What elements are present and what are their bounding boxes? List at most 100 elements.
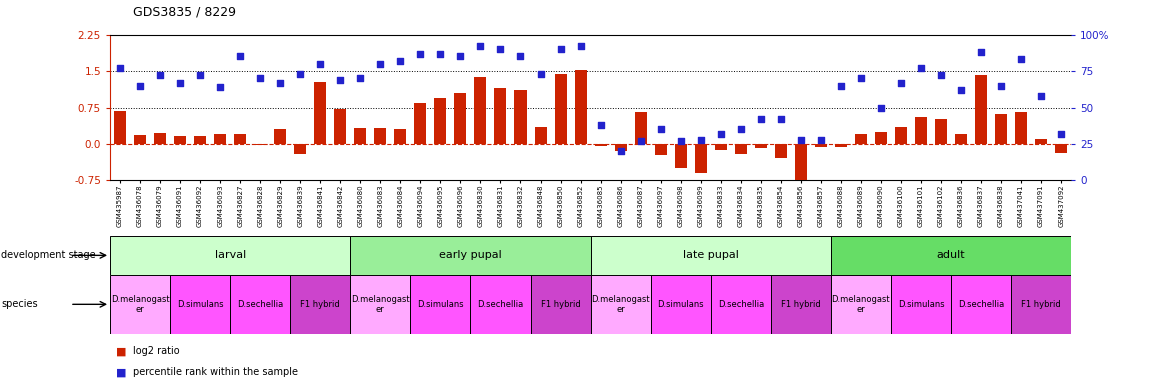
Bar (895, 127, 907, 144)
Bar (794, 144, 807, 185)
Point (652, 126, 670, 132)
Bar (374, 128, 387, 144)
Bar (350, 236, 591, 275)
Bar (335, 109, 346, 144)
Bar (615, 144, 626, 151)
Text: D.sechellia: D.sechellia (958, 300, 1004, 309)
Point (691, 137, 710, 143)
Bar (955, 134, 967, 144)
Bar (230, 275, 291, 334)
Text: F1 hybrid: F1 hybrid (541, 300, 580, 309)
Bar (113, 111, 126, 144)
Bar (574, 70, 587, 144)
Point (511, 53, 529, 60)
Bar (695, 144, 706, 173)
Point (171, 79, 190, 86)
Text: D.melanogast
er: D.melanogast er (111, 295, 169, 314)
Bar (875, 132, 887, 144)
Bar (214, 134, 226, 144)
Text: late pupal: late pupal (683, 250, 739, 260)
Point (291, 71, 309, 77)
Bar (831, 236, 1071, 275)
Point (752, 116, 770, 122)
Point (592, 122, 610, 128)
Point (932, 72, 951, 78)
Point (312, 61, 330, 67)
Point (371, 61, 389, 67)
Bar (494, 88, 506, 144)
Point (991, 83, 1010, 89)
Bar (1016, 112, 1027, 144)
Bar (1055, 144, 1068, 153)
Point (732, 126, 750, 132)
Point (452, 53, 470, 60)
Point (551, 46, 570, 52)
Bar (594, 144, 607, 146)
Bar (995, 114, 1007, 144)
Text: development stage: development stage (1, 250, 96, 260)
Bar (915, 117, 928, 144)
Point (792, 137, 811, 143)
Point (191, 72, 210, 78)
Text: F1 hybrid: F1 hybrid (780, 300, 821, 309)
Bar (891, 275, 951, 334)
Text: D.melanogast
er: D.melanogast er (351, 295, 410, 314)
Point (631, 138, 650, 144)
Bar (951, 275, 1011, 334)
Text: D.sechellia: D.sechellia (237, 300, 284, 309)
Bar (555, 74, 566, 144)
Point (230, 53, 249, 60)
Bar (454, 93, 467, 144)
Point (1012, 56, 1031, 63)
Text: GDS3835 / 8229: GDS3835 / 8229 (133, 5, 236, 18)
Text: D.sechellia: D.sechellia (718, 300, 764, 309)
Bar (771, 275, 831, 334)
Bar (350, 275, 410, 334)
Bar (434, 98, 446, 144)
Bar (591, 275, 651, 334)
Bar (935, 119, 947, 144)
Bar (530, 275, 591, 334)
Point (892, 79, 910, 86)
Point (151, 72, 169, 78)
Text: ■: ■ (116, 367, 126, 377)
Point (331, 77, 350, 83)
Text: species: species (1, 299, 38, 310)
Bar (415, 103, 426, 144)
Text: larval: larval (214, 250, 245, 260)
Bar (254, 144, 266, 145)
Bar (234, 134, 247, 144)
Point (851, 75, 870, 81)
Text: D.simulans: D.simulans (658, 300, 704, 309)
Point (771, 116, 790, 122)
Point (111, 65, 130, 71)
Bar (815, 144, 827, 147)
Text: percentile rank within the sample: percentile rank within the sample (133, 367, 298, 377)
Text: log2 ratio: log2 ratio (133, 346, 179, 356)
Bar (195, 136, 206, 144)
Point (611, 148, 630, 154)
Bar (475, 77, 486, 144)
Point (251, 75, 270, 81)
Bar (1035, 139, 1047, 144)
Bar (470, 275, 530, 334)
Text: early pupal: early pupal (439, 250, 501, 260)
Bar (410, 275, 470, 334)
Point (812, 137, 830, 143)
Bar (274, 129, 286, 144)
Point (972, 49, 990, 55)
Point (471, 43, 490, 49)
Point (571, 43, 589, 49)
Point (411, 50, 430, 56)
Point (491, 46, 510, 52)
Text: D.simulans: D.simulans (417, 300, 463, 309)
Text: D.simulans: D.simulans (177, 300, 223, 309)
Point (1032, 93, 1050, 99)
Text: F1 hybrid: F1 hybrid (300, 300, 340, 309)
Bar (714, 144, 727, 150)
Text: D.melanogast
er: D.melanogast er (831, 295, 891, 314)
Bar (651, 275, 711, 334)
Point (271, 79, 290, 86)
Point (831, 83, 850, 89)
Bar (154, 133, 166, 144)
